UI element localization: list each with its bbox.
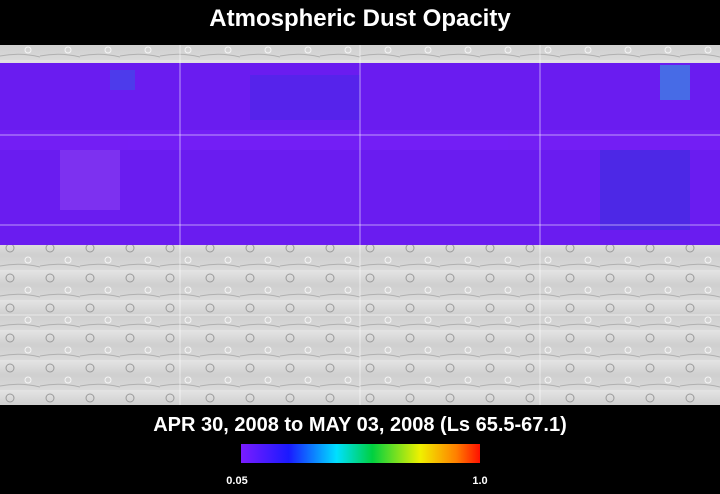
title: Atmospheric Dust Opacity: [209, 5, 511, 32]
colorbar-max: 1.0: [472, 475, 487, 487]
colorbar: [241, 444, 480, 463]
map: [0, 45, 720, 405]
colorbar-min: 0.05: [226, 475, 247, 487]
graticule: [0, 45, 720, 405]
date-range: APR 30, 2008 to MAY 03, 2008 (Ls 65.5-67…: [153, 414, 567, 436]
